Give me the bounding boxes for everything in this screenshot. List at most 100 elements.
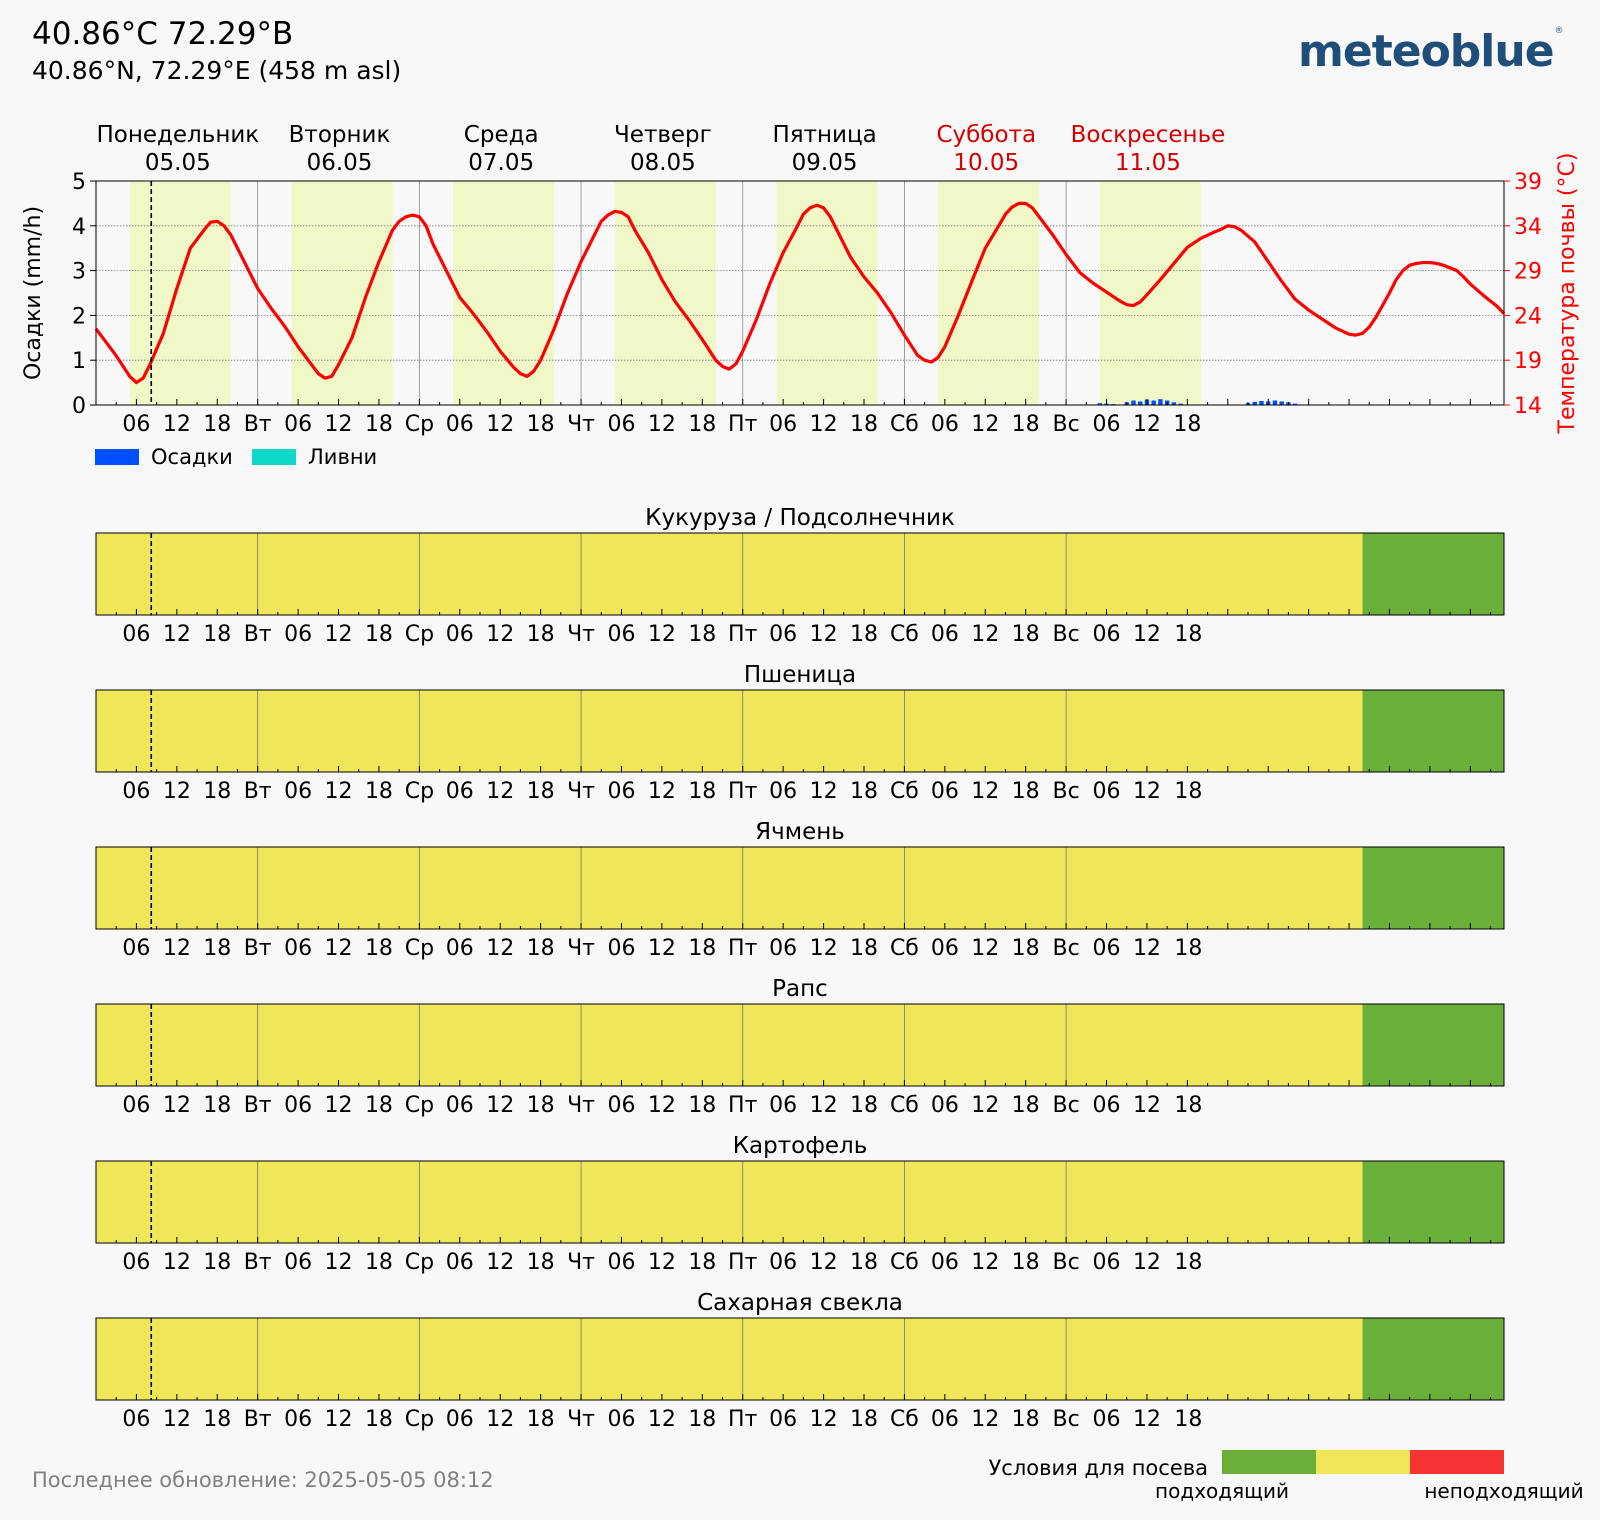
precip-bar <box>1131 400 1136 405</box>
crop-panel-title: Пшеница <box>744 662 856 688</box>
day-date: 11.05 <box>1115 150 1181 176</box>
x-hour-label: 12 <box>163 936 191 961</box>
x-hour-label: 06 <box>122 622 150 647</box>
x-hour-label: 06 <box>769 1407 797 1432</box>
x-hour-label: 18 <box>850 779 878 804</box>
x-hour-label: 18 <box>1174 1093 1202 1118</box>
x-hour-label: 18 <box>850 622 878 647</box>
x-hour-label: 06 <box>122 1407 150 1432</box>
x-hour-label: 12 <box>1133 412 1161 437</box>
sowing-segment <box>96 1004 1363 1086</box>
x-hour-label: 06 <box>284 779 312 804</box>
x-day-label: Пт <box>728 779 758 804</box>
legend-swatch-precip <box>95 449 139 465</box>
x-hour-label: 12 <box>1133 1093 1161 1118</box>
x-hour-label: 06 <box>931 1093 959 1118</box>
logo-text: meteoblue <box>1298 26 1555 77</box>
y-tick-label: 2 <box>72 304 86 329</box>
crop-panel-frame <box>95 689 1505 773</box>
x-day-label: Вс <box>1053 1407 1080 1432</box>
daylight-band <box>776 181 878 405</box>
x-hour-label: 12 <box>971 622 999 647</box>
x-hour-label: 06 <box>1093 1093 1121 1118</box>
x-hour-label: 06 <box>284 1250 312 1275</box>
x-hour-label: 06 <box>607 936 635 961</box>
x-hour-label: 18 <box>688 779 716 804</box>
x-hour-label: 12 <box>810 622 838 647</box>
x-hour-label: 18 <box>850 412 878 437</box>
x-day-label: Сб <box>890 622 919 647</box>
x-day-label: Сб <box>890 1407 919 1432</box>
x-hour-label: 06 <box>769 1093 797 1118</box>
crop-panel-title: Кукуруза / Подсолнечник <box>645 505 955 531</box>
x-day-label: Чт <box>567 1093 595 1118</box>
x-hour-label: 06 <box>931 622 959 647</box>
y-tick-label: 0 <box>72 394 86 419</box>
x-day-label: Чт <box>567 936 595 961</box>
x-hour-label: 06 <box>446 936 474 961</box>
sowing-segment <box>1362 1004 1504 1086</box>
x-hour-label: 18 <box>365 412 393 437</box>
x-day-label: Вт <box>244 622 272 647</box>
x-hour-label: 12 <box>1133 622 1161 647</box>
crop-panel-frame <box>95 1317 1505 1401</box>
x-day-label: Вс <box>1053 779 1080 804</box>
sowing-segment <box>96 1161 1363 1243</box>
sowing-segment <box>1362 1318 1504 1400</box>
sowing-legend-suitable <box>1222 1450 1316 1474</box>
x-day-label: Пт <box>728 622 758 647</box>
day-date: 07.05 <box>468 150 534 176</box>
x-hour-label: 18 <box>527 1093 555 1118</box>
x-hour-label: 18 <box>688 1250 716 1275</box>
x-hour-label: 12 <box>971 1407 999 1432</box>
x-hour-label: 18 <box>203 622 231 647</box>
meteoblue-logo[interactable]: meteoblue® <box>1298 26 1564 77</box>
x-day-label: Вс <box>1053 1093 1080 1118</box>
x-hour-label: 06 <box>607 1407 635 1432</box>
crop-panel-frame <box>95 1160 1505 1244</box>
y-right-tick-label: 14 <box>1514 394 1542 419</box>
day-name: Четверг <box>614 122 712 148</box>
x-hour-label: 06 <box>284 1407 312 1432</box>
x-hour-label: 06 <box>446 779 474 804</box>
x-day-label: Вс <box>1053 622 1080 647</box>
x-hour-label: 12 <box>648 779 676 804</box>
main-chart-frame <box>95 180 1505 406</box>
x-hour-label: 06 <box>1093 936 1121 961</box>
day-date: 10.05 <box>953 150 1019 176</box>
x-day-label: Сб <box>890 1250 919 1275</box>
x-day-label: Пт <box>728 936 758 961</box>
x-hour-label: 06 <box>446 1407 474 1432</box>
x-day-label: Вт <box>244 779 272 804</box>
x-day-label: Сб <box>890 936 919 961</box>
crop-panel-frame <box>95 846 1505 930</box>
x-day-label: Сб <box>890 1093 919 1118</box>
x-hour-label: 06 <box>769 622 797 647</box>
x-day-label: Ср <box>405 936 434 961</box>
x-day-label: Вт <box>244 1407 272 1432</box>
x-hour-label: 12 <box>648 1407 676 1432</box>
y-tick-label: 4 <box>72 215 86 240</box>
x-hour-label: 12 <box>325 412 353 437</box>
x-hour-label: 12 <box>163 779 191 804</box>
x-day-label: Пт <box>728 412 758 437</box>
y-right-tick-label: 34 <box>1514 215 1542 240</box>
sowing-segment <box>1362 1161 1504 1243</box>
x-hour-label: 12 <box>648 412 676 437</box>
daylight-band <box>129 181 231 405</box>
x-hour-label: 12 <box>971 1093 999 1118</box>
legend-swatch-showers <box>252 449 296 465</box>
x-hour-label: 18 <box>527 1407 555 1432</box>
x-hour-label: 12 <box>648 622 676 647</box>
day-name: Понедельник <box>96 122 259 148</box>
x-hour-label: 12 <box>486 622 514 647</box>
x-hour-label: 18 <box>1012 412 1040 437</box>
sowing-legend-title: Условия для посева <box>989 1456 1209 1480</box>
x-hour-label: 12 <box>486 412 514 437</box>
x-hour-label: 06 <box>446 412 474 437</box>
x-hour-label: 06 <box>931 1407 959 1432</box>
x-hour-label: 18 <box>365 622 393 647</box>
x-day-label: Вт <box>244 412 272 437</box>
x-hour-label: 06 <box>1093 1407 1121 1432</box>
x-hour-label: 18 <box>1174 936 1202 961</box>
